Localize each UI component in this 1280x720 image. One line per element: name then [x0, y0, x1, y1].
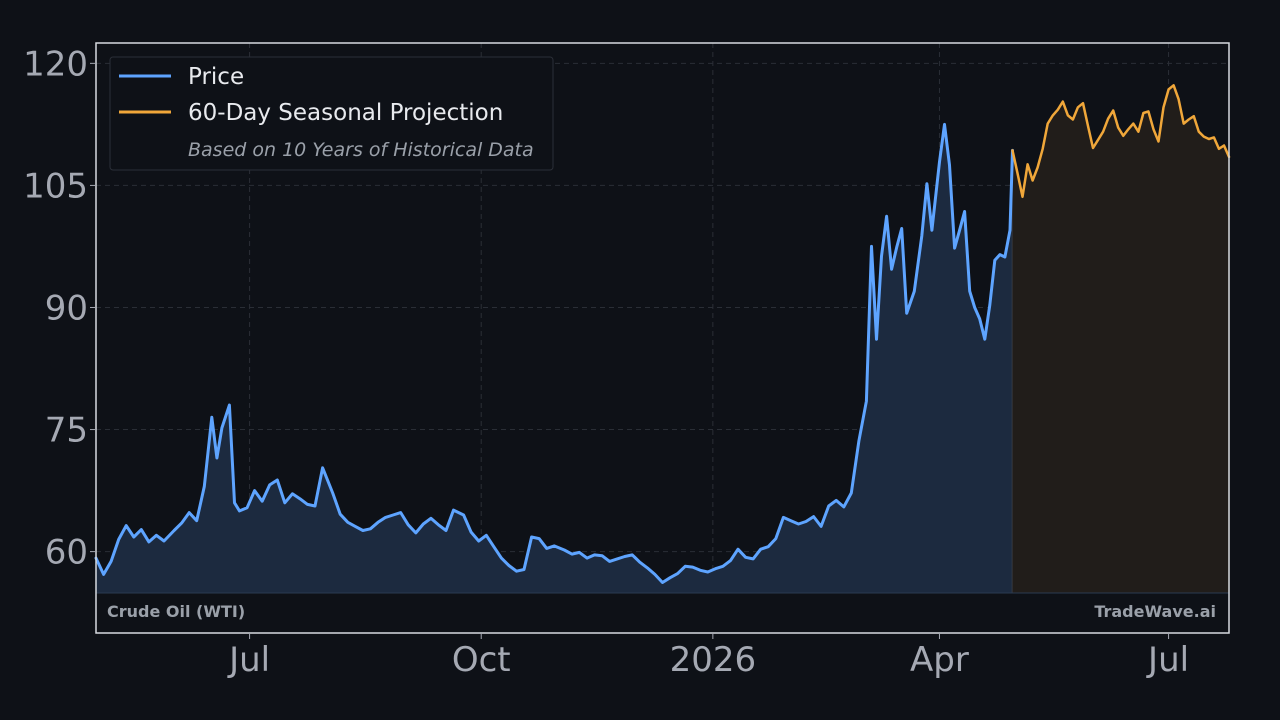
series-line	[94, 122, 1014, 584]
x-tick-label: Jul	[227, 640, 270, 680]
bottom-band	[96, 592, 1229, 633]
series-lines	[94, 84, 1231, 584]
series-fill	[1012, 85, 1229, 594]
instrument-label: Crude Oil (WTI)	[107, 602, 245, 621]
y-tick-label: 60	[45, 533, 88, 573]
plot-frame	[95, 42, 1230, 634]
x-tick-label: Apr	[910, 640, 969, 680]
x-tick-label: Jul	[1146, 640, 1189, 680]
legend-box	[109, 56, 554, 171]
x-axis: Jul Oct 2026 Apr Jul	[227, 633, 1189, 680]
y-tick-label: 120	[23, 44, 88, 84]
x-tick-label: Oct	[452, 640, 511, 680]
bottom-band-bg	[96, 593, 1229, 633]
legend: Price 60-Day Seasonal Projection Based o…	[109, 56, 554, 171]
watermark: TradeWave.ai	[1094, 602, 1216, 621]
series-line	[1011, 84, 1231, 199]
x-tick-label: 2026	[670, 640, 757, 680]
y-tick-label: 105	[23, 166, 88, 206]
y-axis: 60 75 90 105 120	[23, 44, 96, 573]
legend-projection-label: 60-Day Seasonal Projection	[188, 100, 503, 126]
y-tick-label: 75	[45, 411, 88, 451]
y-tick-label: 90	[45, 288, 88, 328]
legend-note: Based on 10 Years of Historical Data	[188, 139, 534, 161]
legend-price-label: Price	[188, 64, 244, 90]
